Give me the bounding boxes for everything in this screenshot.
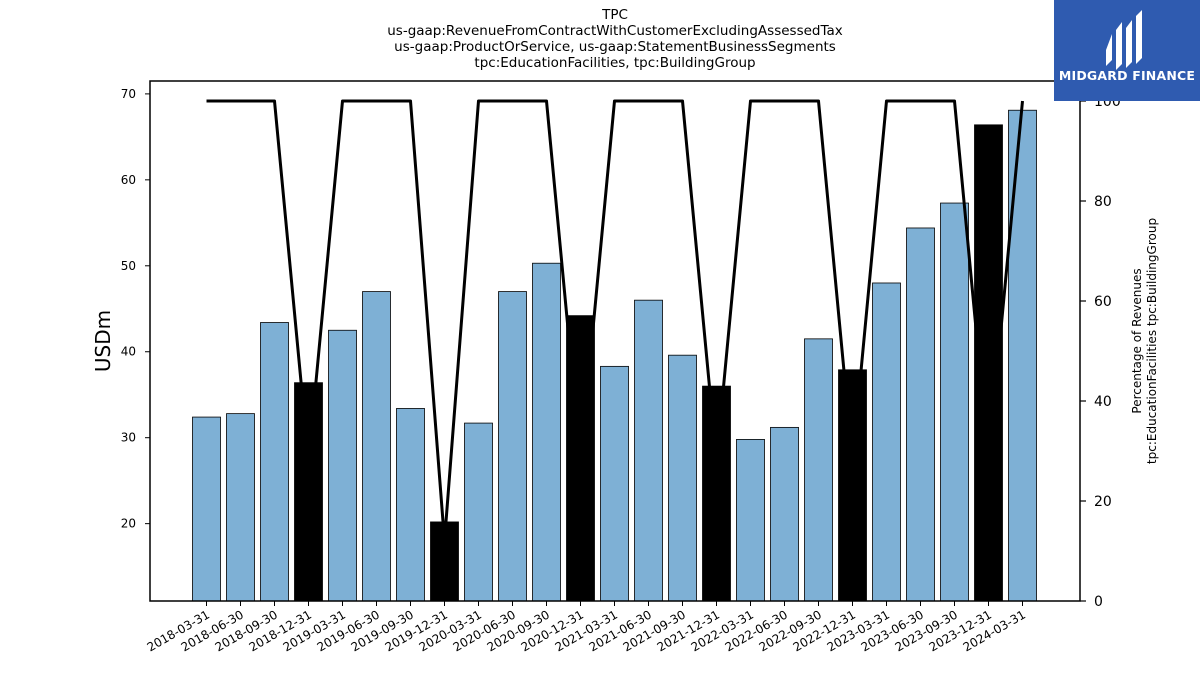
bar-2023-06-30	[906, 227, 935, 602]
y-tick-label: 30	[121, 431, 136, 445]
y2-tick-label: 20	[1094, 494, 1112, 510]
bar-2018-03-31	[192, 416, 221, 602]
bar-2024-03-31	[1008, 109, 1037, 602]
bar-2019-03-31	[328, 329, 357, 602]
y2-axis-label-line-2: tpc:EducationFacilities tpc:BuildingGrou…	[1145, 218, 1159, 464]
y2-tick-label: 60	[1094, 294, 1112, 310]
chart-title-line-2: us-gaap:RevenueFromContractWithCustomerE…	[387, 23, 843, 39]
bar-2021-12-31	[702, 385, 731, 602]
bar-2023-03-31	[872, 282, 901, 602]
y-tick-label: 70	[121, 87, 136, 101]
y-tick-label: 20	[121, 517, 136, 531]
chart-title-line-4: tpc:EducationFacilities, tpc:BuildingGro…	[474, 55, 756, 71]
chart-title-line-3: us-gaap:ProductOrService, us-gaap:Statem…	[394, 39, 836, 55]
bar-2018-06-30	[226, 413, 255, 602]
y2-axis-label-line-1: Percentage of Revenues	[1130, 268, 1144, 413]
bar-2021-06-30	[634, 299, 663, 602]
y-tick-label: 50	[121, 259, 136, 273]
bar-2021-09-30	[668, 354, 697, 602]
y2-tick-label: 40	[1094, 394, 1112, 410]
bar-2020-06-30	[498, 291, 527, 602]
bar-2022-06-30	[770, 426, 799, 602]
percentage-line	[206, 99, 1024, 543]
bar-2021-03-31	[600, 365, 629, 602]
y-tick-label: 60	[121, 173, 136, 187]
bar-2019-09-30	[396, 408, 425, 602]
y-tick-label: 40	[121, 345, 136, 359]
bar-2020-09-30	[532, 262, 561, 602]
bar-2018-12-31	[294, 382, 323, 602]
logo-text: MIDGARD FINANCE	[1058, 68, 1196, 83]
logo-mark-icon	[1106, 10, 1142, 70]
bar-2020-03-31	[464, 422, 493, 602]
brand-logo: MIDGARD FINANCE	[1054, 0, 1200, 101]
bar-2019-06-30	[362, 291, 391, 602]
y-axis-label: USDm	[91, 310, 115, 372]
bar-2022-03-31	[736, 439, 765, 602]
bar-2022-12-31	[838, 369, 867, 602]
bar-2022-09-30	[804, 338, 833, 602]
bar-2018-09-30	[260, 322, 289, 602]
bar-2023-09-30	[940, 202, 969, 602]
y2-tick-label: 0	[1094, 594, 1103, 610]
chart-title-line-1: TPC	[602, 7, 628, 23]
y2-tick-label: 80	[1094, 194, 1112, 210]
